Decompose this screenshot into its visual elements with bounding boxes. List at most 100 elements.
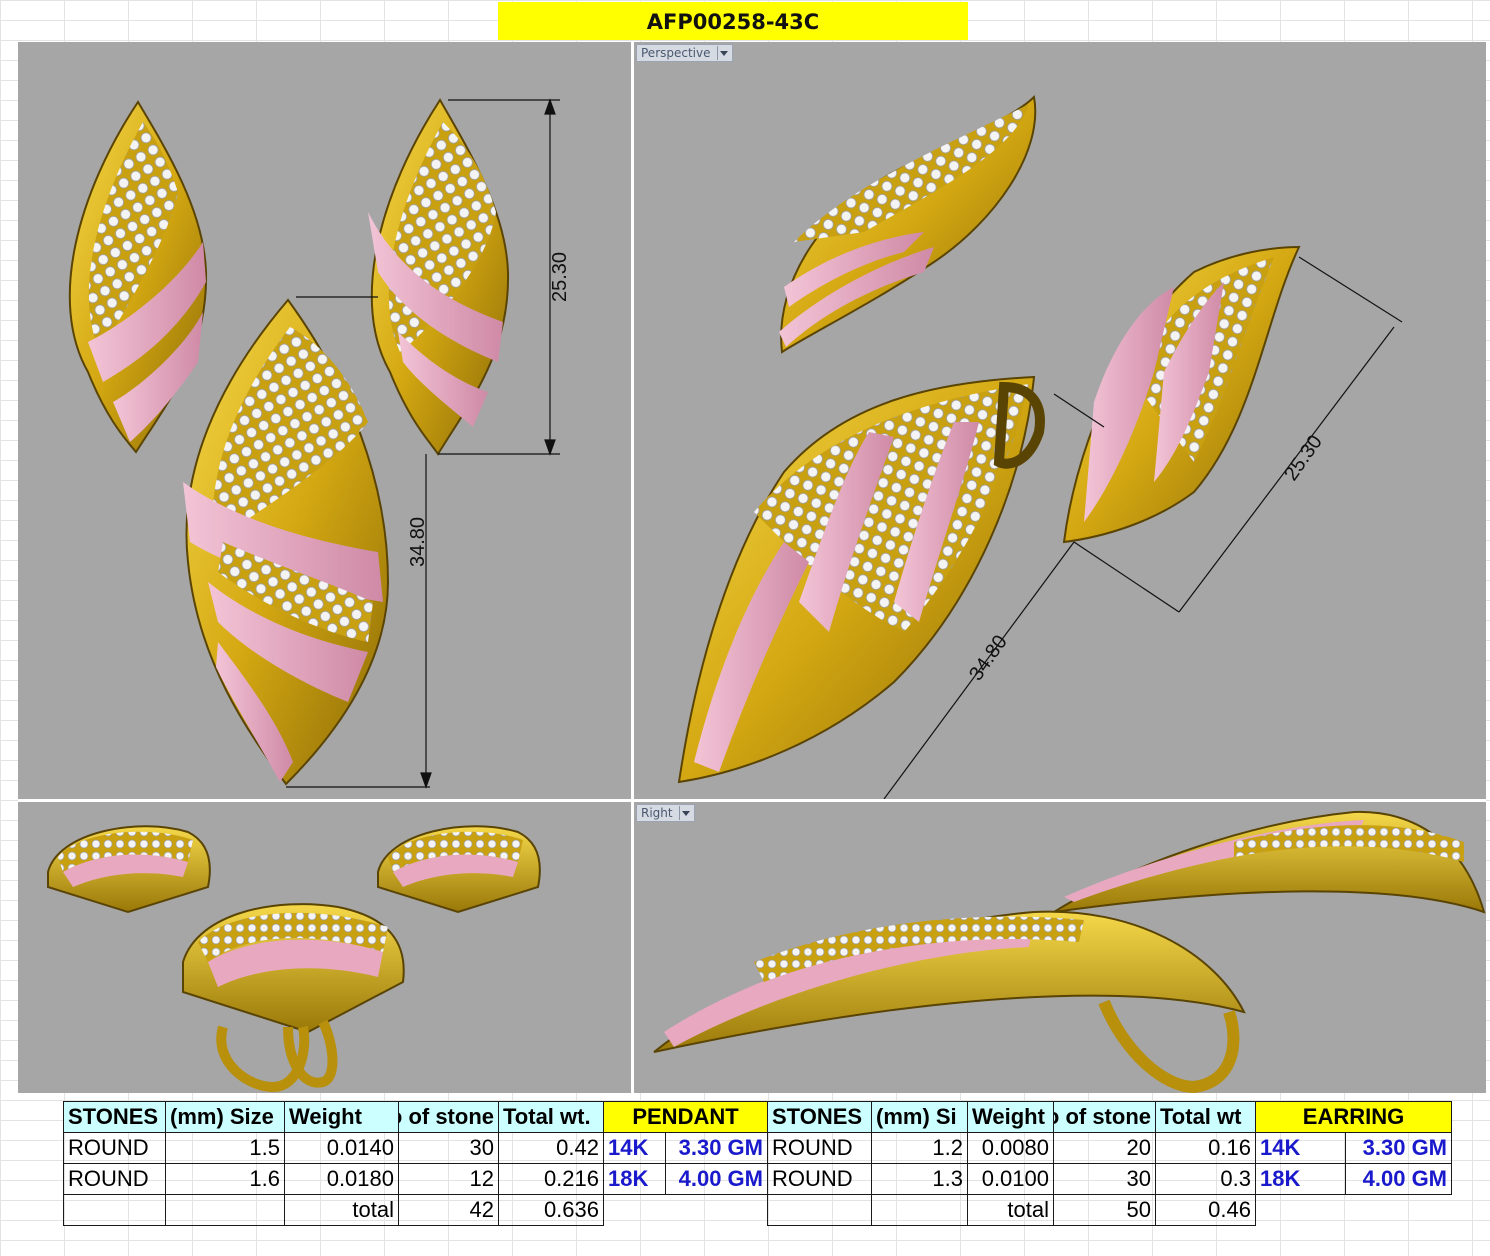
earring-top-left [47,825,211,914]
right-view-render [653,810,1486,1093]
pendant-front [183,298,390,786]
cell-count[interactable]: 30 [1053,1163,1156,1195]
header-count: o of stone [1053,1101,1156,1133]
earring-stone-table: STONES (mm) Si Weight o of stone Total w… [767,1101,1256,1226]
right-viewport-tab[interactable]: Right [636,804,695,822]
cell-metal-weight[interactable]: 4.00 GM [1344,1163,1453,1195]
right-viewport[interactable]: Right [634,802,1486,1093]
cell-total-label[interactable]: total [967,1194,1054,1226]
front-view-render: 25.30 34.80 [68,98,571,789]
pendant-side [653,910,1246,1093]
pendant-top [182,903,405,1093]
table-row: ROUND 1.5 0.0140 30 0.42 [63,1132,604,1164]
cell-weight[interactable]: 0.0180 [284,1163,399,1195]
cell-karat[interactable]: 18K [1255,1163,1346,1195]
cell-karat[interactable]: 14K [1255,1132,1346,1164]
table-row: ROUND 1.6 0.0180 12 0.216 [63,1163,604,1195]
cell-size[interactable]: 1.2 [871,1132,968,1164]
cell-size[interactable]: 1.3 [871,1163,968,1195]
pendant-stone-table: STONES (mm) Size Weight o of stone Total… [63,1101,604,1226]
earring-side [1053,810,1486,914]
cell-empty[interactable] [165,1194,285,1226]
header-count: o of stone [398,1101,499,1133]
chevron-down-icon[interactable] [678,806,690,820]
cell-total-weight[interactable]: 0.636 [498,1194,604,1226]
header-total: Total wt [1155,1101,1256,1133]
cell-total-count[interactable]: 50 [1053,1194,1156,1226]
cell-total-label[interactable]: total [284,1194,399,1226]
cell-metal-weight[interactable]: 4.00 GM [665,1163,768,1195]
header-weight: Weight [284,1101,399,1133]
cell-total[interactable]: 0.42 [498,1132,604,1164]
cell-size[interactable]: 1.5 [165,1132,285,1164]
cell-count[interactable]: 12 [398,1163,499,1195]
header-size: (mm) Si [871,1101,968,1133]
perspective-viewport[interactable]: Perspective [634,42,1486,799]
table-total-row: total 50 0.46 [767,1194,1256,1226]
right-earring-front [368,98,510,456]
table-header-row: STONES (mm) Size Weight o of stone Total… [63,1101,604,1133]
cell-karat[interactable]: 14K [603,1132,666,1164]
table-row: 14K 3.30 GM [603,1132,768,1164]
cell-empty [604,1195,768,1226]
cell-empty[interactable] [63,1194,166,1226]
header-weight: Weight [967,1101,1054,1133]
earring-height-dim-perspective: 25.30 [1280,431,1327,485]
earring-label: EARRING [1254,1101,1453,1133]
pendant-perspective [677,375,1045,784]
cell-shape[interactable]: ROUND [767,1163,872,1195]
perspective-viewport-tab[interactable]: Perspective [636,44,733,62]
design-code-title: AFP00258-43C [498,2,968,40]
perspective-render: 25.30 34.80 [677,94,1403,799]
earring-perspective-1 [779,94,1037,354]
top-view-render [47,825,541,1093]
cell-metal-weight[interactable]: 3.30 GM [665,1132,768,1164]
cell-metal-weight[interactable]: 3.30 GM [1344,1132,1453,1164]
perspective-label: Perspective [641,46,711,60]
front-viewport[interactable]: 25.30 34.80 [18,42,631,799]
pendant-label: PENDANT [603,1101,768,1133]
cell-karat[interactable]: 18K [603,1163,666,1195]
header-stones: STONES [767,1101,872,1133]
cell-count[interactable]: 20 [1053,1132,1156,1164]
table-total-row: total 42 0.636 [63,1194,604,1226]
earring-top-right [377,825,541,914]
table-row: ROUND 1.3 0.0100 30 0.3 [767,1163,1256,1195]
dimension-lines-front [286,98,560,789]
pendant-height-dim-perspective: 34.80 [965,631,1012,685]
top-viewport[interactable] [18,802,631,1093]
cell-shape[interactable]: ROUND [767,1132,872,1164]
table-header-row: STONES (mm) Si Weight o of stone Total w… [767,1101,1256,1133]
cell-size[interactable]: 1.6 [165,1163,285,1195]
header-size: (mm) Size [165,1101,285,1133]
cell-total[interactable]: 0.16 [1155,1132,1256,1164]
pendant-height-dim: 34.80 [407,517,429,567]
viewport-divider-horizontal [18,799,1486,802]
cell-total[interactable]: 0.3 [1155,1163,1256,1195]
chevron-down-icon[interactable] [716,46,728,60]
cell-empty[interactable] [767,1194,872,1226]
cell-total-count[interactable]: 42 [398,1194,499,1226]
cell-weight[interactable]: 0.0140 [284,1132,399,1164]
earring-metal-table: EARRING 14K 3.30 GM 18K 4.00 GM [1254,1101,1453,1226]
right-label: Right [641,806,673,820]
left-earring-front [68,100,208,454]
cell-total-weight[interactable]: 0.46 [1155,1194,1256,1226]
cell-weight[interactable]: 0.0080 [967,1132,1054,1164]
cell-weight[interactable]: 0.0100 [967,1163,1054,1195]
pendant-metal-table: PENDANT 14K 3.30 GM 18K 4.00 GM [603,1101,768,1225]
viewport-divider-vertical [631,42,634,1093]
cell-empty [1256,1195,1452,1226]
table-row: 18K 4.00 GM [603,1163,768,1195]
cell-shape[interactable]: ROUND [63,1132,166,1164]
cell-count[interactable]: 30 [398,1132,499,1164]
cell-shape[interactable]: ROUND [63,1163,166,1195]
cell-total[interactable]: 0.216 [498,1163,604,1195]
header-total: Total wt. [498,1101,604,1133]
dimension-lines-perspective [883,256,1403,799]
table-row: ROUND 1.2 0.0080 20 0.16 [767,1132,1256,1164]
header-stones: STONES [63,1101,166,1133]
table-row: 14K 3.30 GM [1255,1132,1453,1164]
cell-empty[interactable] [871,1194,968,1226]
earring-perspective-2 [1062,245,1301,544]
